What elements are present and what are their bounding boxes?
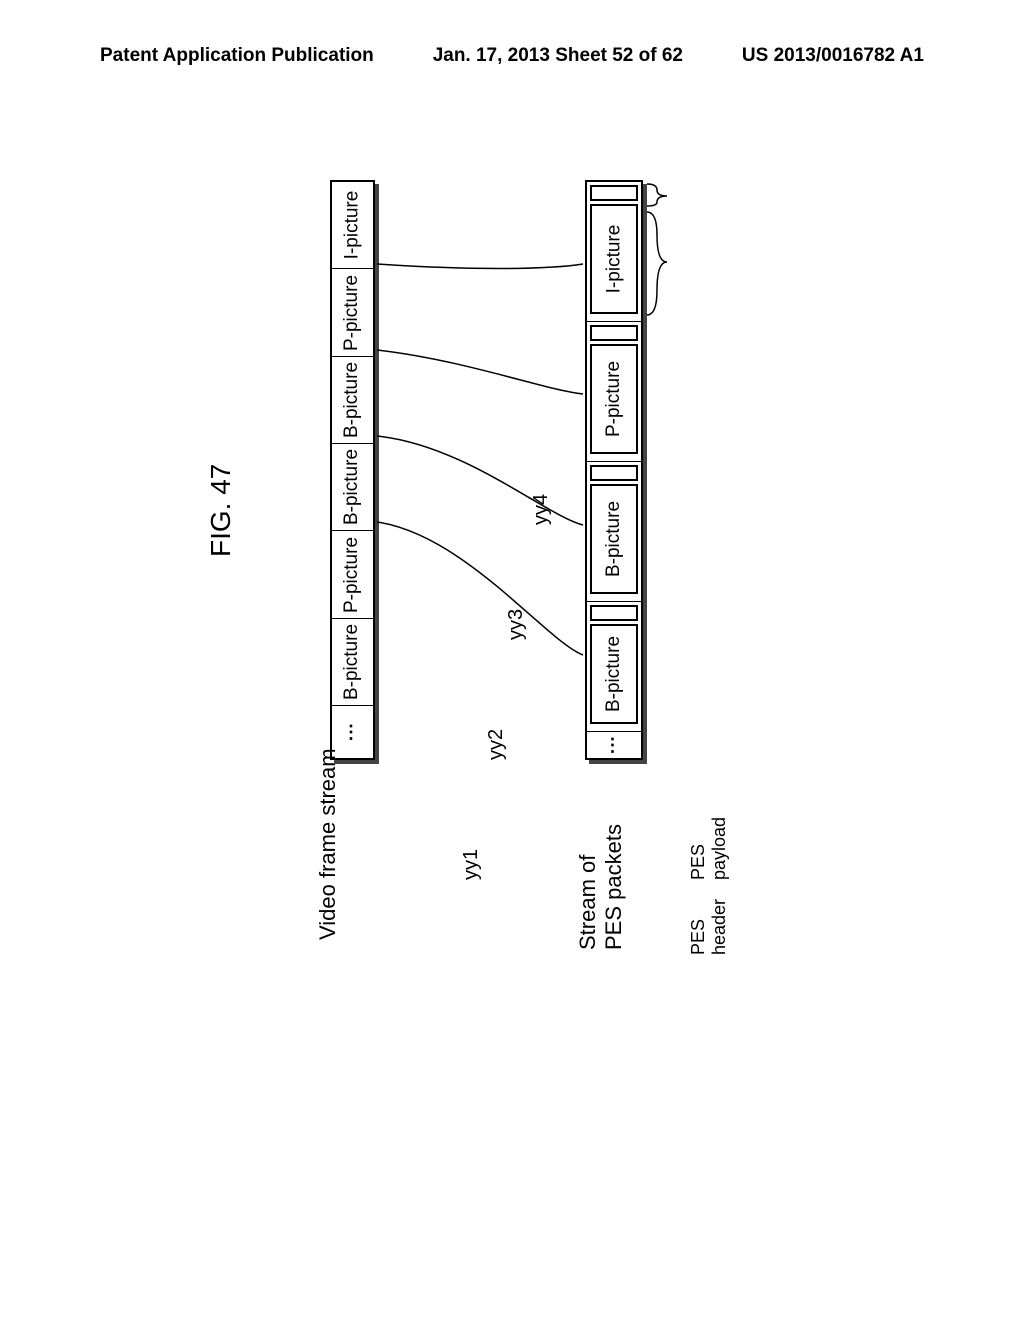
connector-svg [375, 260, 585, 780]
frame-cell: B-picture [332, 357, 373, 444]
figure-label: FIG. 47 [205, 464, 237, 557]
pes-payload-annotation: PES payload [688, 817, 730, 880]
header-center: Jan. 17, 2013 Sheet 52 of 62 [433, 45, 683, 67]
pes-header-annotation: PES header [688, 899, 730, 955]
frame-label: P-picture [342, 275, 364, 351]
pes-payload-box: B-picture [590, 484, 638, 594]
pes-header-box [590, 185, 638, 201]
frame-cell: I-picture [332, 182, 373, 269]
frame-label: I-picture [342, 191, 364, 260]
pes-packet: B-picture [587, 602, 641, 732]
pes-header-box [590, 465, 638, 481]
pes-payload-label: I-picture [603, 225, 625, 294]
pes-header-box [590, 605, 638, 621]
frame-cell: B-picture [332, 619, 373, 706]
pes-packet: I-picture [587, 182, 641, 322]
frame-label: B-picture [342, 449, 364, 525]
yy-label: yy4 [530, 494, 553, 525]
pes-ellipsis: ⋮ [587, 732, 641, 758]
frame-label: B-picture [342, 362, 364, 438]
video-stream-label: Video frame stream [315, 748, 341, 940]
pes-packet: B-picture [587, 462, 641, 602]
pes-row: I-picture P-picture B-picture B-picture … [585, 180, 643, 760]
pes-payload-label: B-picture [603, 501, 625, 577]
pes-packet: P-picture [587, 322, 641, 462]
frame-label: B-picture [342, 624, 364, 700]
header-right: US 2013/0016782 A1 [742, 45, 924, 67]
header-left: Patent Application Publication [100, 45, 374, 67]
brace-svg [645, 180, 675, 330]
yy-label: yy1 [460, 849, 483, 880]
yy-label: yy3 [505, 609, 528, 640]
frame-cell: P-picture [332, 531, 373, 618]
pes-payload-label: P-picture [603, 361, 625, 437]
pes-payload-box: B-picture [590, 624, 638, 724]
pes-stream-label: Stream of PES packets [575, 824, 627, 950]
pes-payload-box: P-picture [590, 344, 638, 454]
frame-cell: B-picture [332, 444, 373, 531]
video-frame-row: I-picture P-picture B-picture B-picture … [330, 180, 375, 760]
frame-cell: ⋮ [332, 706, 373, 758]
diagram-container: Video frame stream I-picture P-picture B… [280, 180, 880, 1140]
frame-label: P-picture [342, 537, 364, 613]
pes-payload-label: B-picture [603, 636, 625, 712]
ellipsis-icon: ⋮ [604, 735, 625, 756]
ellipsis-icon: ⋮ [342, 722, 363, 743]
frame-cell: P-picture [332, 269, 373, 356]
pes-payload-box: I-picture [590, 204, 638, 314]
yy-label: yy2 [485, 729, 508, 760]
pes-header-box [590, 325, 638, 341]
